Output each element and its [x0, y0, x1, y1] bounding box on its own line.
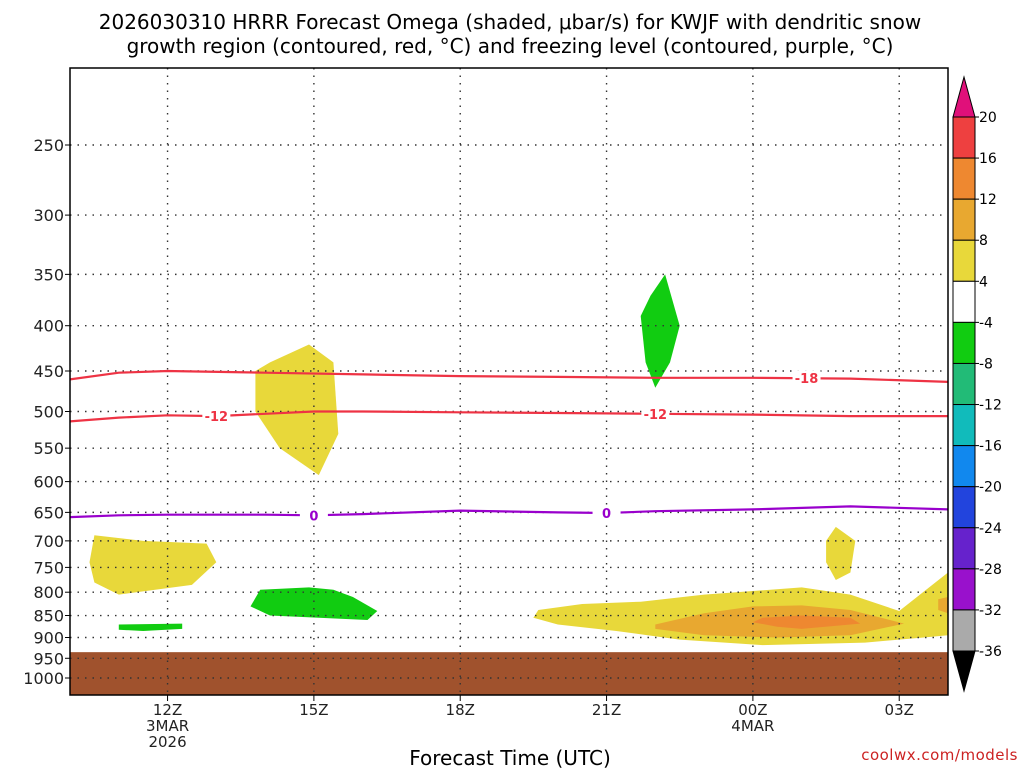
y-tick-label: 550 [33, 439, 64, 458]
contour-label: -18 [795, 372, 819, 387]
chart-title-line2: growth region (contoured, red, °C) and f… [127, 34, 894, 58]
x-tick-label: 03Z [885, 701, 914, 719]
chart-title-line1: 2026030310 HRRR Forecast Omega (shaded, … [99, 10, 921, 34]
colorbar-tick-label: -28 [979, 562, 1002, 578]
temperature-contours: -18 -12 0 -12 0 [69, 369, 949, 524]
x-axis-label: Forecast Time (UTC) [409, 746, 611, 768]
colorbar-bin [952, 116, 976, 159]
y-tick-label: 1000 [23, 669, 64, 688]
colorbar-tick-label: -4 [979, 315, 993, 331]
y-tick-label: 450 [33, 362, 64, 381]
ground-fill [70, 652, 948, 695]
colorbar-bin [952, 527, 976, 570]
contour-label: 0 [309, 509, 318, 524]
colorbar-bin [952, 321, 976, 364]
colorbar-bin [952, 486, 976, 529]
y-tick-label: 900 [33, 628, 64, 647]
colorbar-tick-label: 16 [979, 151, 997, 167]
colorbar-bin [952, 280, 976, 323]
x-tick-label: 3MAR [146, 717, 189, 735]
freezing-level-line [69, 505, 949, 519]
colorbar-tick-label: -8 [979, 356, 993, 372]
y-tick-label: 800 [33, 583, 64, 602]
y-axis: 250 300 350 400 450 500 550 600 650 700 750 800 850 9… [23, 136, 70, 688]
colorbar-bottom-arrow [952, 650, 976, 693]
dgz-minus18-line [69, 369, 949, 383]
omega-shaded-regions [89, 274, 948, 646]
colorbar-bin [952, 609, 976, 652]
contour-label: -12 [205, 410, 229, 425]
omega-region-h [752, 615, 861, 629]
colorbar-tick-label: 20 [979, 110, 997, 126]
colorbar-tick-label: 12 [979, 192, 997, 208]
x-tick-label: 00Z [738, 701, 767, 719]
plot-border [69, 67, 949, 696]
y-tick-label: 400 [33, 317, 64, 336]
omega-region-a [255, 344, 339, 476]
y-tick-label: 700 [33, 532, 64, 551]
omega-region-b [640, 274, 680, 388]
x-tick-label: 18Z [446, 701, 475, 719]
y-tick-label: 350 [33, 265, 64, 284]
colorbar-top-arrow [952, 75, 976, 118]
y-tick-label: 250 [33, 136, 64, 155]
contour-label: -12 [644, 408, 668, 423]
colorbar-bin [952, 198, 976, 241]
credit-link[interactable]: coolwx.com/models [861, 746, 1018, 764]
omega-region-d [250, 587, 378, 620]
y-tick-label: 600 [33, 473, 64, 492]
y-tick-label: 300 [33, 206, 64, 225]
contour-label-bg [202, 408, 231, 425]
colorbar-bin [952, 404, 976, 447]
colorbar-bin [952, 239, 976, 282]
contour-label-bg [592, 504, 621, 521]
y-tick-label: 850 [33, 607, 64, 626]
colorbar-tick-label: -16 [979, 439, 1002, 455]
y-tick-label: 750 [33, 558, 64, 577]
colorbar-bin [952, 445, 976, 488]
contour-label: 0 [602, 507, 611, 522]
colorbar-tick-label: -32 [979, 603, 1002, 619]
y-tick-label: 500 [33, 403, 64, 422]
omega-region-c [89, 535, 217, 595]
contour-label-bg [641, 405, 670, 422]
plot-frame [69, 67, 949, 696]
colorbar-bin [952, 568, 976, 611]
colorbar-tick-label: -20 [979, 480, 1002, 496]
colorbar-bin [952, 362, 976, 406]
x-tick-label: 15Z [299, 701, 328, 719]
dgz-minus12-line [69, 410, 948, 423]
colorbar: 20 16 12 8 4 -4 -8 -12 -16 -20 -24 -28 -32 -36 [952, 75, 1002, 693]
omega-region-i [826, 526, 856, 580]
contour-label-bg [299, 507, 328, 524]
colorbar-tick-label: -12 [979, 398, 1002, 414]
x-tick-label: 2026 [148, 733, 186, 751]
x-tick-label: 12Z [153, 701, 182, 719]
omega-region-j [938, 597, 948, 614]
y-tick-label: 950 [33, 649, 64, 668]
ground-surface [70, 652, 948, 695]
colorbar-tick-label: -36 [979, 644, 1002, 660]
colorbar-tick-label: 8 [979, 233, 988, 249]
x-tick-label: 21Z [592, 701, 621, 719]
colorbar-tick-label: 4 [979, 274, 988, 290]
x-tick-label: 4MAR [731, 717, 774, 735]
omega-region-e [118, 623, 183, 631]
contour-label-bg [792, 370, 821, 387]
colorbar-tick-label: -24 [979, 521, 1002, 537]
y-tick-label: 650 [33, 503, 64, 522]
colorbar-bin [952, 157, 976, 200]
